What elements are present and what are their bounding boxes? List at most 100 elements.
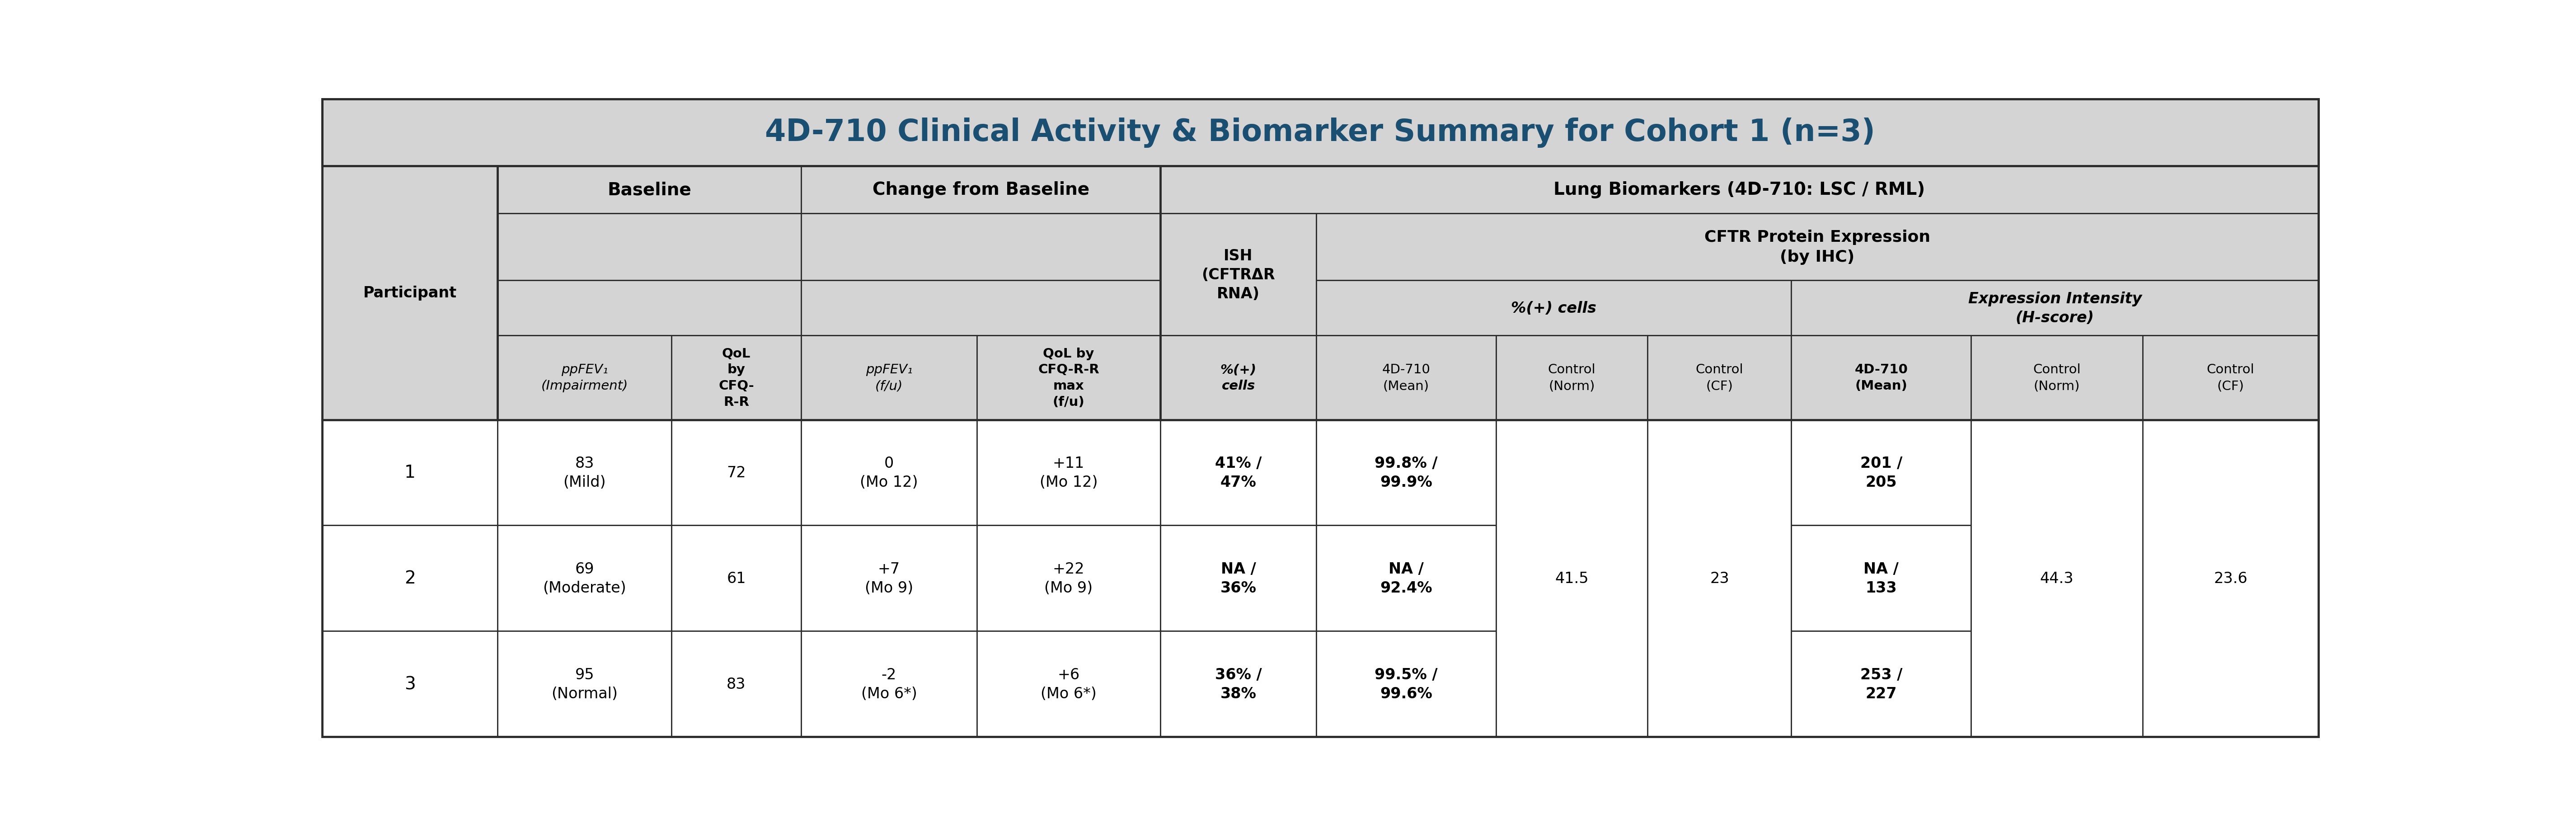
- Bar: [497, 214, 801, 281]
- Bar: [1971, 420, 2143, 737]
- Bar: [322, 526, 497, 631]
- Bar: [1790, 335, 1971, 420]
- Bar: [801, 631, 976, 737]
- Text: 72: 72: [726, 465, 747, 480]
- Bar: [322, 631, 497, 737]
- Text: Lung Biomarkers (4D-710: LSC / RML): Lung Biomarkers (4D-710: LSC / RML): [1553, 181, 1924, 199]
- Text: 69
(Moderate): 69 (Moderate): [544, 561, 626, 595]
- Bar: [672, 526, 801, 631]
- Bar: [976, 420, 1159, 526]
- Text: CFTR Protein Expression
(by IHC): CFTR Protein Expression (by IHC): [1705, 229, 1929, 265]
- Bar: [1162, 214, 1316, 335]
- Bar: [497, 526, 672, 631]
- Text: 44.3: 44.3: [2040, 571, 2074, 586]
- Bar: [322, 166, 497, 214]
- Bar: [976, 526, 1159, 631]
- Text: QoL by
CFQ-R-R
max
(f/u): QoL by CFQ-R-R max (f/u): [1038, 347, 1100, 408]
- Bar: [672, 631, 801, 737]
- Text: Baseline: Baseline: [608, 181, 690, 199]
- Bar: [322, 166, 497, 420]
- Text: 4D-710
(Mean): 4D-710 (Mean): [1855, 363, 1909, 392]
- Bar: [976, 631, 1159, 737]
- Bar: [1497, 420, 1649, 737]
- Text: 41.5: 41.5: [1556, 571, 1589, 586]
- Text: 2: 2: [404, 570, 415, 587]
- Bar: [1162, 631, 1316, 737]
- Bar: [1162, 335, 1316, 420]
- Text: 61: 61: [726, 571, 747, 586]
- Text: +22
(Mo 9): +22 (Mo 9): [1043, 561, 1092, 595]
- Bar: [801, 281, 1162, 335]
- Text: +6
(Mo 6*): +6 (Mo 6*): [1041, 667, 1097, 701]
- Text: +11
(Mo 12): +11 (Mo 12): [1041, 455, 1097, 489]
- Text: 201 /
205: 201 / 205: [1860, 455, 1901, 489]
- Bar: [497, 631, 672, 737]
- Bar: [1316, 214, 2318, 281]
- Bar: [1162, 526, 1316, 631]
- Text: 4D-710
(Mean): 4D-710 (Mean): [1381, 363, 1430, 392]
- Bar: [672, 335, 801, 420]
- Text: 23.6: 23.6: [2213, 571, 2246, 586]
- Text: Control
(CF): Control (CF): [2208, 363, 2254, 392]
- Bar: [1316, 281, 1790, 335]
- Text: Control
(CF): Control (CF): [1695, 363, 1744, 392]
- Text: Participant: Participant: [363, 286, 456, 301]
- Bar: [801, 214, 1162, 281]
- Bar: [322, 420, 497, 526]
- Bar: [1162, 420, 1316, 526]
- Bar: [801, 420, 976, 526]
- Text: 4D-710 Clinical Activity & Biomarker Summary for Cohort 1 (n=3): 4D-710 Clinical Activity & Biomarker Sum…: [765, 118, 1875, 148]
- Text: %(+)
cells: %(+) cells: [1221, 363, 1257, 392]
- Text: 99.8% /
99.9%: 99.8% / 99.9%: [1376, 455, 1437, 489]
- Bar: [1790, 631, 1971, 737]
- Text: 36% /
38%: 36% / 38%: [1216, 667, 1262, 701]
- Bar: [976, 335, 1159, 420]
- Bar: [801, 166, 1162, 214]
- Text: QoL
by
CFQ-
R-R: QoL by CFQ- R-R: [719, 347, 755, 408]
- Text: 83
(Mild): 83 (Mild): [564, 455, 605, 489]
- Bar: [1316, 526, 1497, 631]
- Bar: [1316, 420, 1497, 526]
- Text: Control
(Norm): Control (Norm): [2032, 363, 2081, 392]
- Text: ISH
(CFTRΔR
RNA): ISH (CFTRΔR RNA): [1200, 248, 1275, 301]
- Bar: [1497, 335, 1649, 420]
- Text: 1: 1: [404, 465, 415, 481]
- Bar: [497, 281, 801, 335]
- Text: 95
(Normal): 95 (Normal): [551, 667, 618, 701]
- Text: 253 /
227: 253 / 227: [1860, 667, 1901, 701]
- Bar: [2143, 335, 2318, 420]
- Bar: [1316, 335, 1497, 420]
- Text: ppFEV₁
(Impairment): ppFEV₁ (Impairment): [541, 363, 629, 392]
- Bar: [1649, 335, 1790, 420]
- Bar: [497, 166, 801, 214]
- Text: Change from Baseline: Change from Baseline: [873, 181, 1090, 199]
- Text: Control
(Norm): Control (Norm): [1548, 363, 1595, 392]
- Bar: [322, 214, 497, 281]
- Bar: [1790, 420, 1971, 526]
- Text: +7
(Mo 9): +7 (Mo 9): [866, 561, 912, 595]
- Text: NA /
92.4%: NA / 92.4%: [1381, 561, 1432, 595]
- Bar: [2143, 420, 2318, 737]
- Bar: [1162, 166, 2318, 214]
- Bar: [322, 99, 2318, 166]
- Bar: [672, 420, 801, 526]
- Bar: [1649, 420, 1790, 737]
- Bar: [497, 420, 672, 526]
- Text: -2
(Mo 6*): -2 (Mo 6*): [860, 667, 917, 701]
- Text: 0
(Mo 12): 0 (Mo 12): [860, 455, 917, 489]
- Text: %(+) cells: %(+) cells: [1512, 301, 1597, 315]
- Bar: [801, 526, 976, 631]
- Bar: [1790, 526, 1971, 631]
- Text: 83: 83: [726, 676, 747, 691]
- Bar: [322, 281, 497, 335]
- Text: 41% /
47%: 41% / 47%: [1216, 455, 1262, 489]
- Bar: [497, 335, 672, 420]
- Text: 23: 23: [1710, 571, 1728, 586]
- Bar: [1971, 335, 2143, 420]
- Text: 99.5% /
99.6%: 99.5% / 99.6%: [1376, 667, 1437, 701]
- Text: ppFEV₁
(f/u): ppFEV₁ (f/u): [866, 363, 912, 392]
- Text: NA /
133: NA / 133: [1862, 561, 1899, 595]
- Text: 3: 3: [404, 676, 415, 693]
- Text: NA /
36%: NA / 36%: [1221, 561, 1257, 595]
- Bar: [1316, 631, 1497, 737]
